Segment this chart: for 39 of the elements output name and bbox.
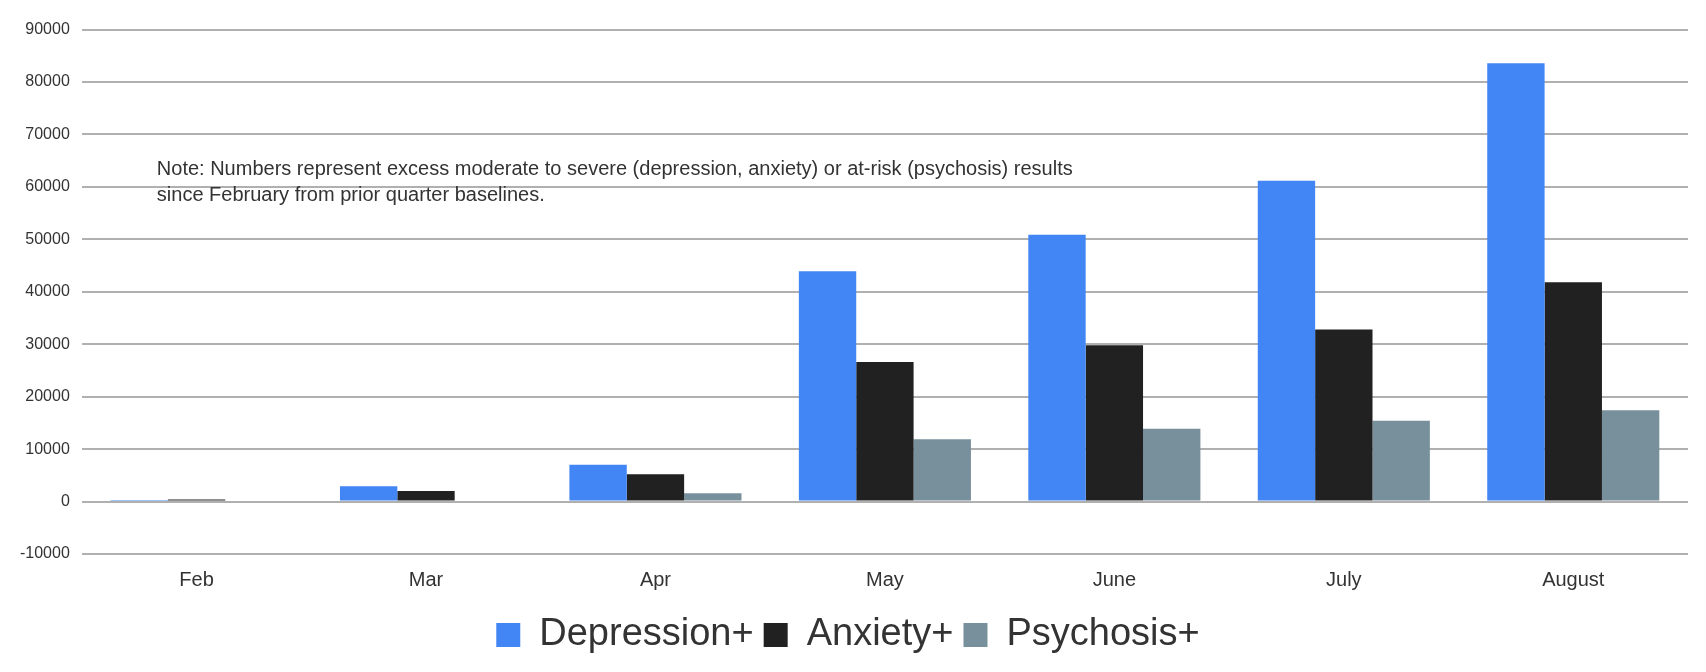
y-tick-label: 30000 bbox=[25, 334, 70, 352]
x-tick-label: June bbox=[1092, 567, 1137, 590]
y-tick-label: 90000 bbox=[25, 20, 70, 38]
x-tick-label: Mar bbox=[408, 567, 444, 590]
bar bbox=[1601, 410, 1660, 501]
bar bbox=[1143, 428, 1201, 501]
bar bbox=[1257, 180, 1316, 501]
x-tick-label: August bbox=[1542, 567, 1605, 590]
bar bbox=[1028, 234, 1086, 501]
legend-label: Depression+ bbox=[539, 611, 754, 654]
legend-label: Psychosis+ bbox=[1006, 611, 1200, 654]
legend-label: Anxiety+ bbox=[806, 611, 954, 654]
bar bbox=[684, 493, 742, 501]
x-tick-label: Apr bbox=[639, 567, 672, 590]
bar bbox=[626, 474, 685, 501]
y-tick-label: 20000 bbox=[25, 387, 70, 405]
bar bbox=[913, 439, 971, 501]
bar bbox=[798, 271, 857, 501]
annotation: Note: Numbers represent excess moderate to severe (depression, anxiety) or at-risk (psychosis) results since February from prior quarter baselines. bbox=[156, 157, 1073, 206]
y-tick-label: -10000 bbox=[19, 544, 70, 562]
x-tick-label: May bbox=[866, 567, 904, 590]
bar bbox=[1487, 63, 1545, 501]
bar bbox=[1372, 420, 1430, 501]
y-tick-label: 50000 bbox=[25, 229, 70, 247]
bar bbox=[397, 491, 455, 501]
y-tick-label: 80000 bbox=[25, 72, 70, 90]
bar bbox=[339, 486, 398, 501]
y-tick-label: 60000 bbox=[25, 177, 70, 195]
y-tick-label: 0 bbox=[60, 491, 70, 509]
bar bbox=[569, 464, 627, 501]
x-tick-label: July bbox=[1326, 567, 1362, 590]
y-tick-label: 70000 bbox=[25, 124, 70, 142]
bar bbox=[1544, 282, 1602, 501]
y-tick-label: 40000 bbox=[25, 282, 70, 300]
y-tick-label: 10000 bbox=[25, 439, 70, 457]
bar bbox=[1315, 329, 1373, 501]
x-tick-label: Feb bbox=[179, 567, 214, 590]
bar bbox=[1085, 345, 1144, 501]
bar bbox=[856, 362, 914, 501]
